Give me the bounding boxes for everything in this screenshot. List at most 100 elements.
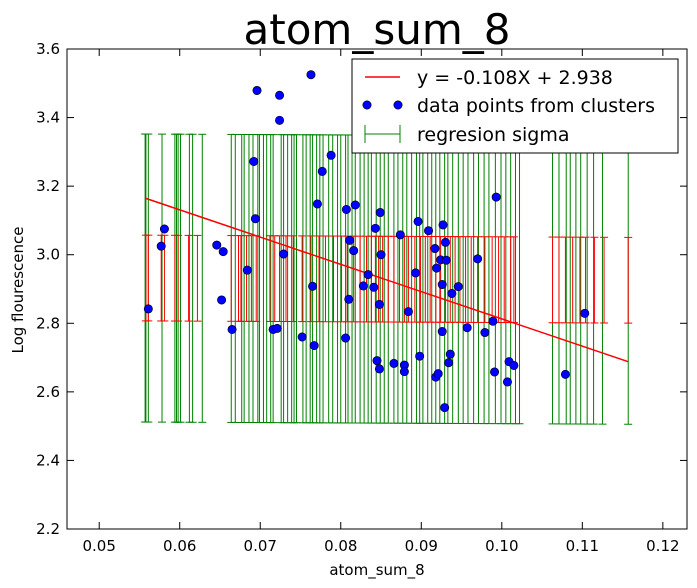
data-point — [218, 247, 228, 257]
data-point — [159, 224, 169, 234]
errorbar-green-86 — [583, 135, 592, 425]
y-tick-label: 3.4 — [36, 109, 60, 127]
y-tick-label: 2.8 — [36, 314, 60, 332]
data-point — [369, 282, 379, 292]
errorbar-red-58 — [554, 236, 563, 324]
y-tick-label: 3.6 — [36, 40, 60, 58]
errorbar-red-51 — [480, 236, 489, 323]
regression-line — [144, 197, 629, 363]
errorbar-red-23 — [329, 235, 338, 323]
data-point — [275, 90, 285, 100]
errorbar-red-60 — [568, 236, 577, 324]
data-point — [509, 360, 519, 370]
errorbar-red-65 — [624, 236, 633, 324]
data-point — [438, 220, 448, 230]
errorbar-red-5 — [174, 234, 183, 322]
errorbar-green-78 — [511, 135, 520, 425]
data-point — [453, 282, 463, 292]
data-point — [490, 367, 500, 377]
data-point — [432, 263, 442, 273]
data-point — [344, 294, 354, 304]
x-tick-label: 0.09 — [405, 537, 438, 555]
data-point — [250, 214, 260, 224]
errorbar-green-82 — [562, 135, 571, 425]
y-tick-label: 3.0 — [36, 246, 60, 264]
data-point — [445, 349, 455, 359]
data-point — [370, 223, 380, 233]
x-tick-label: 0.05 — [83, 537, 116, 555]
legend-label: data points from clusters — [417, 95, 655, 117]
data-point — [502, 377, 512, 387]
errorbar-green-5 — [172, 133, 181, 423]
data-point — [444, 358, 454, 368]
errorbar-red-20 — [306, 235, 315, 323]
errorbar-red-62 — [581, 236, 590, 324]
data-point — [491, 192, 501, 202]
errorbar-red-64 — [600, 236, 609, 324]
plot-frame — [66, 48, 688, 530]
data-point — [326, 150, 336, 160]
errorbar-red-34 — [389, 235, 398, 323]
errorbar-red-24 — [337, 235, 346, 323]
legend-dot-icon — [362, 100, 372, 110]
y-tick-label: 2.6 — [36, 383, 60, 401]
x-axis-label: atom_sum_8 — [329, 561, 424, 580]
errorbar-green-3 — [158, 133, 167, 423]
data-point — [399, 367, 409, 377]
regression-line-group — [144, 197, 629, 363]
data-point — [308, 281, 318, 291]
errorbar-green-71 — [474, 135, 483, 425]
errorbar-green-72 — [480, 135, 489, 425]
data-point — [580, 308, 590, 318]
data-point — [372, 356, 382, 366]
errorbar-red-6 — [184, 234, 193, 322]
data-point — [473, 254, 483, 264]
x-tick-label: 0.11 — [566, 537, 599, 555]
errorbar-green-7 — [176, 133, 185, 423]
data-point — [430, 244, 440, 254]
errorbar-green-25 — [283, 134, 292, 424]
errorbar-green-88 — [598, 135, 607, 425]
errorbar-red-7 — [193, 234, 202, 322]
axes-group: 0.05 0.06 0.07 0.08 0.09 0.10 0.11 0.12 2.2 2.4 2.… — [36, 40, 688, 555]
data-point — [560, 369, 570, 379]
legend-dot-icon — [393, 100, 403, 110]
y-tick-label: 3.2 — [36, 177, 60, 195]
legend-label: y = -0.108X + 2.938 — [417, 67, 613, 89]
data-point — [480, 328, 490, 338]
data-point — [317, 166, 327, 176]
x-tick-label: 0.12 — [646, 537, 679, 555]
errorbar-green-53 — [393, 134, 402, 424]
data-point — [440, 403, 450, 413]
errorbar-red-3 — [160, 234, 169, 322]
errorbar-red-59 — [561, 236, 570, 324]
legend-item: data points from clusters — [362, 95, 655, 117]
data-point — [363, 270, 373, 280]
x-tick-label: 0.07 — [244, 537, 277, 555]
data-point — [415, 351, 425, 361]
data-point — [462, 323, 472, 333]
data-point — [437, 280, 447, 290]
data-point — [375, 208, 385, 218]
errorbar-red-63 — [590, 236, 599, 324]
errorbar-green-87 — [589, 135, 598, 425]
legend-label: regresion sigma — [417, 124, 570, 146]
data-point — [424, 226, 434, 236]
data-point — [275, 115, 285, 125]
errorbar-red-8 — [227, 235, 236, 322]
data-point — [437, 327, 447, 337]
data-point — [312, 199, 322, 209]
data-point — [272, 323, 282, 333]
data-point — [411, 268, 421, 278]
data-point — [488, 316, 498, 326]
x-tick-label: 0.10 — [485, 537, 518, 555]
x-tick-label: 0.06 — [163, 537, 196, 555]
y-tick-label: 2.4 — [36, 451, 60, 469]
data-point — [217, 295, 227, 305]
legend-item: y = -0.108X + 2.938 — [365, 67, 613, 89]
errorbar-red-22 — [321, 235, 330, 323]
data-point — [345, 235, 355, 245]
errorbar-red-16 — [275, 235, 284, 323]
data-point — [376, 250, 386, 260]
